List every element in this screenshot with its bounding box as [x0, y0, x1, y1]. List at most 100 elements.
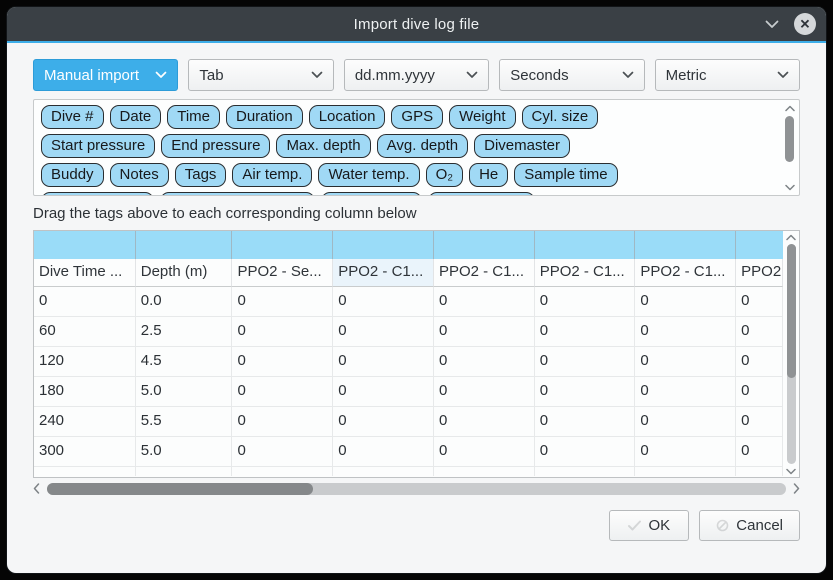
table-cell: 0: [232, 317, 334, 347]
table-cell: [635, 467, 737, 476]
preview-table-grid: Dive Time ... Depth (m) PPO2 - Se... PPO2 -…: [34, 231, 784, 477]
table-cell: 0: [736, 377, 784, 407]
scroll-up-icon[interactable]: [784, 103, 795, 113]
table-cell: 0: [232, 287, 334, 317]
tag-row: Sample depth Sample temperature Sample pO₂…: [38, 190, 777, 195]
table-cell: 0: [635, 317, 737, 347]
drop-target-cell[interactable]: [232, 231, 334, 259]
table-cell: 0: [736, 317, 784, 347]
scroll-right-icon[interactable]: [793, 483, 800, 494]
column-header[interactable]: PPO2 - Se...: [232, 259, 334, 287]
table-cell: 0: [534, 437, 636, 467]
tag-pill-tags[interactable]: Tags: [174, 163, 227, 187]
tag-pill-he[interactable]: He: [469, 163, 509, 187]
table-vertical-scrollbar[interactable]: [783, 231, 799, 477]
table-cell: 0: [433, 377, 535, 407]
table-row: 180 5.0 0 0 0 0 0 0: [34, 377, 784, 407]
tag-pill-air-temp[interactable]: Air temp.: [232, 163, 313, 187]
titlebar-actions: ✕: [763, 7, 816, 41]
scrollbar-track[interactable]: [786, 244, 796, 464]
shade-window-button[interactable]: [763, 15, 781, 33]
table-cell: [34, 467, 136, 476]
scrollbar-thumb[interactable]: [786, 244, 796, 379]
tag-pill-end-pressure[interactable]: End pressure: [161, 134, 271, 158]
ok-button-label: OK: [648, 517, 671, 534]
table-cell: 0: [433, 407, 535, 437]
column-header[interactable]: PPO2: [736, 259, 784, 287]
table-cell: 60: [34, 317, 136, 347]
duration-format-select[interactable]: Seconds: [499, 59, 645, 91]
drop-target-row: [34, 231, 784, 259]
tag-pill-dive[interactable]: Dive #: [41, 105, 104, 129]
tag-pill-sample-time[interactable]: Sample time: [514, 163, 618, 187]
drop-target-cell[interactable]: [433, 231, 535, 259]
table-row: 120 4.5 0 0 0 0 0 0: [34, 347, 784, 377]
scrollbar-thumb[interactable]: [47, 482, 314, 495]
cancel-button-label: Cancel: [736, 517, 783, 534]
column-header[interactable]: PPO2 - C1...: [534, 259, 636, 287]
chevron-down-icon: [311, 71, 323, 78]
tag-rows: Dive # Date Time Duration Location GPS Weight C…: [34, 100, 799, 195]
tag-pill-location[interactable]: Location: [308, 105, 386, 129]
column-header[interactable]: PPO2 - C1...: [635, 259, 737, 287]
ok-button[interactable]: OK: [609, 510, 690, 541]
drop-target-cell[interactable]: [333, 231, 434, 259]
scrollbar-track[interactable]: [47, 482, 786, 495]
tag-pill-weight[interactable]: Weight: [449, 105, 516, 129]
separator-select[interactable]: Tab: [188, 59, 334, 91]
tag-pill-avg-depth[interactable]: Avg. depth: [376, 134, 469, 158]
scroll-down-icon[interactable]: [784, 182, 795, 192]
close-icon: ✕: [799, 16, 811, 31]
titlebar[interactable]: Import dive log file ✕: [7, 7, 826, 41]
tag-pill-sample-temperature[interactable]: Sample temperature: [159, 192, 316, 195]
scrollbar-thumb[interactable]: [785, 116, 794, 162]
table-cell: 0: [534, 377, 636, 407]
scroll-up-icon[interactable]: [786, 232, 796, 242]
tag-pill-sample-depth[interactable]: Sample depth: [41, 192, 154, 195]
tag-pill-divemaster[interactable]: Divemaster: [474, 134, 570, 158]
field-tags-panel: Dive # Date Time Duration Location GPS Weight C…: [33, 99, 800, 196]
table-horizontal-scrollbar[interactable]: [33, 481, 800, 496]
accent-line: [7, 41, 826, 43]
chevron-down-icon: [466, 71, 478, 78]
column-header[interactable]: Dive Time ...: [34, 259, 136, 287]
tag-pill-time[interactable]: Time: [167, 105, 220, 129]
table-row: 240 5.5 0 0 0 0 0 0: [34, 407, 784, 437]
table-cell: 0: [534, 287, 636, 317]
tag-pill-water-temp[interactable]: Water temp.: [318, 163, 420, 187]
drop-target-cell[interactable]: [534, 231, 636, 259]
cancel-button[interactable]: Cancel: [699, 510, 800, 541]
import-mode-select[interactable]: Manual import: [33, 59, 179, 91]
column-header[interactable]: Depth (m): [135, 259, 233, 287]
close-button[interactable]: ✕: [794, 13, 816, 35]
tag-pill-start-pressure[interactable]: Start pressure: [41, 134, 156, 158]
drop-target-cell[interactable]: [135, 231, 233, 259]
drop-target-cell[interactable]: [34, 231, 136, 259]
tag-row: Dive # Date Time Duration Location GPS Weight C…: [38, 103, 777, 132]
tag-pill-gps[interactable]: GPS: [391, 105, 444, 129]
table-cell: 0: [232, 437, 334, 467]
tag-pill-buddy[interactable]: Buddy: [41, 163, 104, 187]
tag-pill-duration[interactable]: Duration: [226, 105, 303, 129]
units-select[interactable]: Metric: [654, 59, 801, 91]
tag-pill-max-depth[interactable]: Max. depth: [276, 134, 371, 158]
tag-pill-notes[interactable]: Notes: [109, 163, 169, 187]
tag-pill-sample-po[interactable]: Sample pO₂: [321, 192, 423, 195]
scroll-left-icon[interactable]: [33, 483, 40, 494]
tag-pill-cyl-size[interactable]: Cyl. size: [521, 105, 599, 129]
table-cell: [333, 467, 434, 476]
window-title: Import dive log file: [353, 15, 480, 33]
import-options-row: Manual import Tab dd.mm.yyyy Seconds Met…: [33, 59, 801, 91]
drop-target-cell[interactable]: [736, 231, 784, 259]
column-header[interactable]: PPO2 - C1...: [433, 259, 535, 287]
tags-vertical-scrollbar[interactable]: [782, 103, 797, 192]
tag-pill-date[interactable]: Date: [109, 105, 162, 129]
column-header[interactable]: PPO2 - C1...: [333, 259, 434, 287]
scroll-down-icon[interactable]: [786, 466, 796, 476]
table-cell: 0: [333, 407, 434, 437]
drop-target-cell[interactable]: [635, 231, 737, 259]
tag-pill-sample-cns[interactable]: Sample CNS: [428, 192, 536, 195]
tag-pill-o[interactable]: O₂: [425, 163, 464, 187]
table-cell: 240: [34, 407, 136, 437]
date-format-select[interactable]: dd.mm.yyyy: [343, 59, 490, 91]
